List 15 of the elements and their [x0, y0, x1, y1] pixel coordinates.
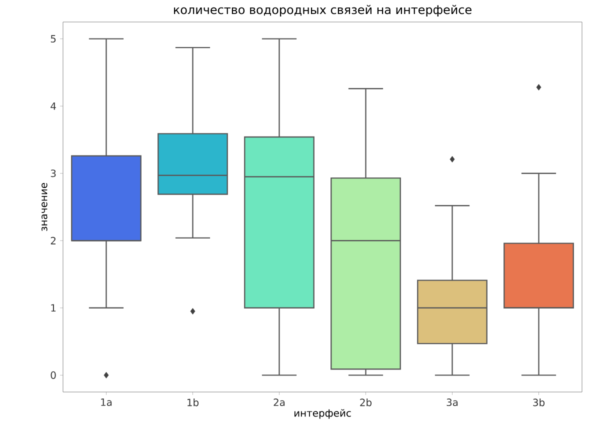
x-tick-label: 1b	[188, 398, 199, 406]
x-axis-title: интерфейс	[294, 409, 351, 419]
y-tick-label: 0	[50, 371, 56, 379]
y-tick-label: 3	[50, 170, 56, 178]
y-tick-label: 1	[51, 304, 56, 312]
y-tick-label: 2	[50, 236, 56, 244]
x-tick-label: 3a	[446, 398, 458, 406]
x-tick-label: 2a	[274, 398, 285, 406]
y-tick-label: 4	[50, 102, 56, 110]
chart-title: количество водородных связей на интерфейсе	[174, 4, 472, 16]
y-tick-label: 5	[50, 35, 56, 43]
x-tick-label: 3b	[533, 398, 545, 406]
x-tick-label: 2b	[360, 398, 372, 406]
x-tick-label: 1a	[101, 398, 112, 406]
y-axis-title: значение	[42, 182, 48, 231]
